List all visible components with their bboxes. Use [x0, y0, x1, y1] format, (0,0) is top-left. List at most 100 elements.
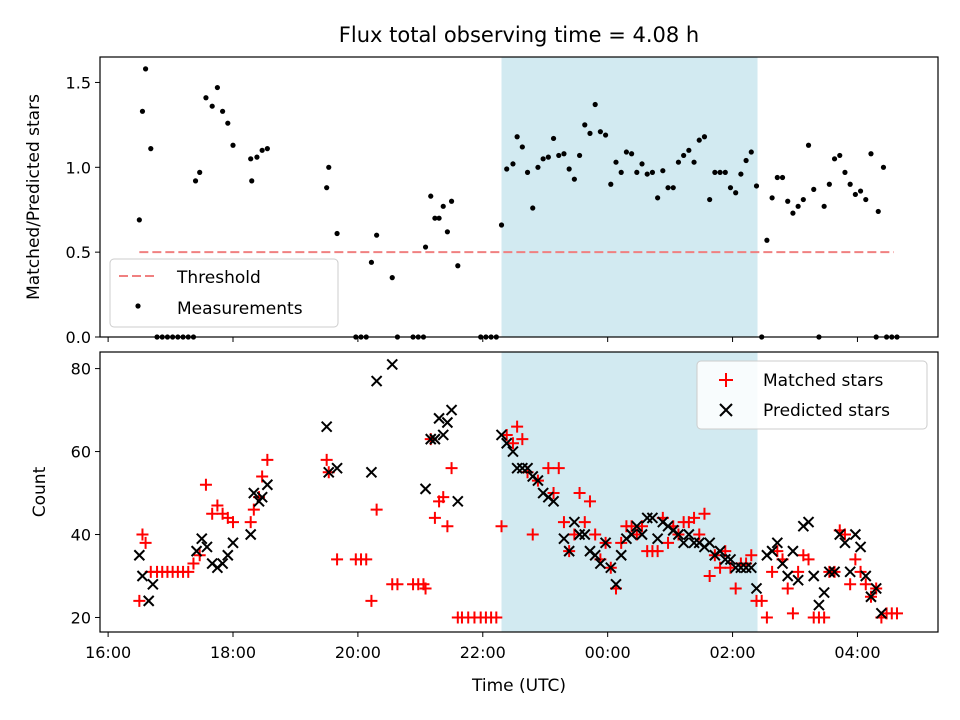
measurement-point: [875, 208, 881, 215]
measurement-point: [519, 144, 525, 150]
measurement-point: [214, 84, 220, 91]
y-tick-label: 0.5: [66, 243, 91, 262]
measurement-point: [368, 259, 375, 265]
matched-star-point: [370, 503, 383, 516]
top-measurement-points: [136, 66, 900, 340]
measurement-point: [712, 169, 718, 175]
predicted-stars-points: [133, 358, 888, 620]
matched-star-point: [391, 578, 404, 591]
x-tick-label: 00:00: [585, 643, 631, 662]
predicted-star-point: [719, 553, 731, 566]
matched-star-point: [511, 420, 524, 433]
measurement-point: [448, 198, 455, 204]
measurement-point: [324, 185, 330, 191]
measurement-point: [148, 146, 154, 152]
measurement-point: [535, 164, 541, 170]
predicted-star-point: [636, 528, 648, 541]
measurement-point: [436, 215, 442, 221]
matched-star-point: [802, 553, 815, 566]
predicted-star-point: [365, 466, 378, 479]
predicted-star-point: [445, 404, 458, 416]
matched-star-point: [849, 553, 862, 566]
measurement-point: [670, 185, 676, 191]
measurement-point: [764, 237, 770, 243]
matched-star-point: [261, 453, 274, 466]
legend-threshold-label: Threshold: [176, 268, 261, 288]
measurement-point: [743, 157, 749, 164]
matched-star-point: [187, 557, 200, 570]
matched-star-point: [573, 487, 586, 500]
measurement-point: [831, 156, 838, 162]
measurement-point: [514, 134, 520, 140]
measurement-point: [880, 164, 887, 170]
predicted-star-point: [563, 545, 575, 557]
predicted-star-point: [729, 561, 742, 574]
measurement-point: [696, 137, 702, 143]
matched-star-point: [781, 582, 794, 595]
predicted-star-point: [688, 537, 700, 549]
matched-star-point: [133, 594, 146, 607]
measurement-point: [209, 103, 215, 109]
measurement-point: [136, 217, 142, 223]
predicted-star-point: [323, 466, 335, 479]
predicted-star-point: [201, 541, 213, 553]
matched-star-point: [428, 511, 441, 524]
top-legend-box: [109, 258, 339, 328]
measurement-point: [571, 176, 577, 182]
measurement-point: [634, 169, 640, 175]
measurement-point: [455, 263, 461, 269]
predicted-star-point: [672, 528, 685, 541]
measurement-point: [374, 232, 380, 238]
predicted-star-point: [261, 479, 274, 491]
measurement-point: [800, 196, 806, 203]
predicted-star-point: [248, 487, 260, 499]
legend-measurements-label: Measurements: [177, 299, 303, 319]
predicted-star-point: [610, 578, 622, 591]
measurement-point: [254, 154, 260, 160]
matched-star-point: [818, 611, 831, 624]
matched-star-point: [552, 462, 565, 475]
measurement-point: [821, 203, 827, 209]
predicted-star-point: [818, 586, 830, 599]
predicted-star-point: [501, 437, 513, 449]
matched-star-point: [729, 582, 742, 595]
predicted-star-point: [222, 549, 234, 561]
matched-star-point: [331, 553, 344, 566]
y-tick-label: 1.0: [66, 158, 91, 177]
predicted-star-point: [136, 570, 149, 582]
measurement-point: [432, 215, 438, 221]
measurement-point: [618, 169, 624, 175]
measurement-point: [540, 156, 546, 162]
predicted-star-point: [605, 561, 617, 574]
top-legend: Threshold Measurements: [109, 258, 339, 328]
predicted-star-point: [579, 528, 591, 541]
matched-star-point: [419, 582, 432, 595]
measurement-point: [857, 188, 864, 194]
predicted-star-point: [507, 445, 519, 458]
matched-stars-points: [133, 420, 903, 624]
x-tick-label: 20:00: [335, 643, 381, 662]
matched-star-point: [516, 433, 529, 446]
top-y-axis-label: Matched/Predicted stars: [24, 94, 44, 300]
predicted-star-point: [370, 375, 383, 387]
matched-star-point: [320, 453, 333, 466]
top-y-ticks: 0.0 0.5 1.0 1.5: [66, 73, 100, 347]
predicted-star-point: [521, 462, 534, 474]
matched-star-point: [859, 578, 872, 591]
predicted-star-point: [320, 420, 333, 433]
predicted-star-point: [735, 561, 747, 574]
bottom-x-ticks: 16:00 18:00 20:00 22:00 00:00 02:00 04:00: [85, 632, 881, 662]
measurement-point: [837, 152, 843, 159]
predicted-star-point: [849, 528, 862, 541]
predicted-star-point: [776, 557, 789, 570]
predicted-star-point: [834, 528, 846, 541]
measurement-point: [566, 166, 572, 172]
legend-predicted-label: Predicted stars: [763, 401, 890, 421]
measurement-point: [644, 171, 650, 177]
matched-star-point: [490, 611, 503, 624]
predicted-star-point: [331, 462, 343, 474]
predicted-star-point: [787, 545, 799, 557]
predicted-star-point: [870, 582, 882, 595]
measurement-point: [444, 229, 450, 235]
predicted-star-point: [441, 416, 454, 429]
